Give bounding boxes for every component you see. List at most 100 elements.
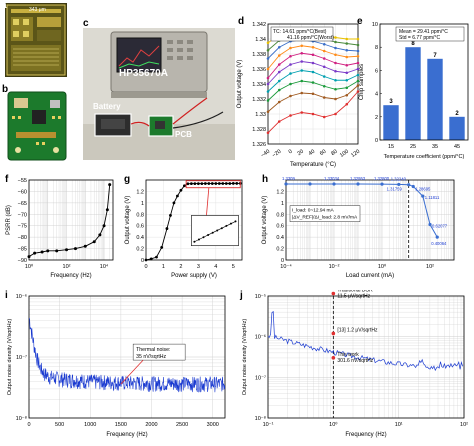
data-point: [214, 182, 218, 185]
chip-micrograph-art: [6, 4, 66, 76]
bar: [383, 105, 399, 140]
data-point: [83, 244, 87, 248]
data-point: [334, 36, 337, 39]
data-point: [345, 71, 349, 75]
data-point: [334, 97, 337, 101]
noise-marker: [331, 291, 336, 296]
data-point: [380, 182, 384, 186]
data-point: [277, 63, 281, 66]
x-tick-label: 500: [55, 422, 64, 428]
data-point: [300, 91, 304, 95]
plot-frame: [28, 295, 226, 419]
x-tick-label: 2000: [145, 422, 157, 428]
y-tick-label: −60: [18, 189, 27, 195]
data-point: [102, 224, 106, 228]
point-data-label: 1.32240: [391, 176, 407, 181]
y-tick-label: 0.4: [276, 235, 284, 241]
data-point: [235, 182, 239, 185]
x-tick-label: 10⁻¹: [263, 422, 274, 428]
x-axis-label: Power supply (V): [171, 273, 217, 279]
data-point: [322, 42, 326, 46]
data-point: [228, 182, 232, 185]
annotation-text: 41.16 ppm/°C(Worst): [287, 35, 334, 41]
point-data-label: 0.40064: [431, 241, 447, 246]
chart-h-load-regulation: 0 0.2 0.4 0.6 0.8 1 1.2 10⁻⁴ 10⁻² 10⁰ 10² 1.3309 1.3…: [262, 176, 455, 279]
inset-point: [229, 222, 232, 225]
x-axis-label: Frequency (Hz): [106, 432, 147, 438]
x-tick-label: 25: [410, 144, 416, 150]
point-data-label: 1.32953: [350, 176, 366, 181]
panel-letter-h: h: [262, 174, 269, 185]
plot-frame: [28, 179, 114, 261]
data-point: [356, 43, 360, 47]
data-point: [345, 102, 349, 106]
chart-i-thermal-noise: 0 500 1000 1500 2000 2500 3000 10⁻⁶ 10⁻⁷ 10⁻⁸ Ther…: [7, 293, 226, 438]
data-point: [356, 84, 360, 87]
marker-label: Traditional BGR: [337, 290, 373, 294]
bar: [427, 58, 443, 140]
data-point: [217, 182, 221, 185]
data-point: [183, 184, 186, 188]
y-tick-label: 0.2: [276, 247, 284, 253]
y-tick-label: 0.6: [276, 224, 284, 230]
data-point: [266, 48, 270, 52]
y-axis-label: Output voltage (V): [262, 196, 268, 245]
y-tick-label: 0: [141, 258, 144, 264]
y-tick-label: 10⁻⁵: [255, 293, 266, 300]
data-point: [356, 67, 360, 71]
y-axis-label: Output noise density (V/sqrtHz): [7, 319, 13, 396]
y-tick-label: 0.2: [136, 247, 144, 253]
panel-letter-f: f: [5, 174, 9, 185]
bar-data-label: 8: [411, 41, 415, 47]
data-point: [221, 182, 225, 185]
data-point: [284, 182, 288, 186]
data-point: [105, 208, 109, 212]
annotation-box: [289, 205, 361, 222]
data-point: [289, 46, 292, 50]
x-axis-label: Temperature coefficient (ppm/°C): [384, 154, 465, 160]
annotation-arrow: [120, 359, 144, 385]
data-point: [108, 183, 112, 187]
data-point: [345, 55, 349, 59]
x-tick-label: 10⁻⁴: [280, 263, 292, 270]
plot-frame: [267, 295, 465, 419]
y-tick-label: 1.34: [255, 37, 266, 43]
data-point: [322, 84, 326, 88]
data-point: [421, 194, 425, 198]
data-point: [231, 182, 235, 185]
x-tick-label: 10²: [460, 422, 468, 428]
data-point: [334, 46, 337, 50]
data-point: [300, 69, 304, 72]
panel-letter-g: g: [124, 174, 131, 185]
data-point: [356, 79, 360, 83]
y-tick-label: 1.328: [252, 127, 266, 133]
x-axis-label: Load current (mA): [346, 273, 394, 279]
zoom-inset: [191, 215, 239, 247]
annotation-text: Mean = 29.41 ppm/°C: [399, 29, 448, 35]
x-tick-label: 15: [388, 144, 394, 150]
data-point: [169, 214, 172, 217]
data-point: [322, 75, 326, 78]
data-point: [266, 131, 270, 135]
data-point: [407, 183, 411, 187]
x-tick-label: 1: [162, 264, 165, 270]
x-tick-label: 35: [432, 144, 438, 150]
data-point: [277, 54, 281, 57]
x-tick-label: 80: [330, 149, 338, 157]
data-point: [322, 115, 326, 119]
point-data-label: 0.62077: [432, 224, 448, 229]
x-tick-label: 10⁻²: [329, 264, 340, 270]
data-point: [266, 110, 270, 114]
data-point: [266, 41, 270, 45]
annotation-text: |ΔV_REF|/ΔI_load: 2.8 mV/mA: [292, 215, 358, 221]
data-point: [33, 251, 37, 255]
data-point: [266, 99, 270, 102]
y-tick-label: 1.334: [252, 82, 266, 88]
y-tick-label: 0.8: [136, 212, 144, 218]
y-axis-label: Output voltage (V): [237, 60, 243, 109]
data-point: [203, 182, 207, 185]
y-tick-label: 10: [372, 22, 378, 28]
point-data-label: 1.28695: [415, 186, 431, 191]
data-point: [356, 37, 360, 41]
data-point: [322, 65, 326, 69]
